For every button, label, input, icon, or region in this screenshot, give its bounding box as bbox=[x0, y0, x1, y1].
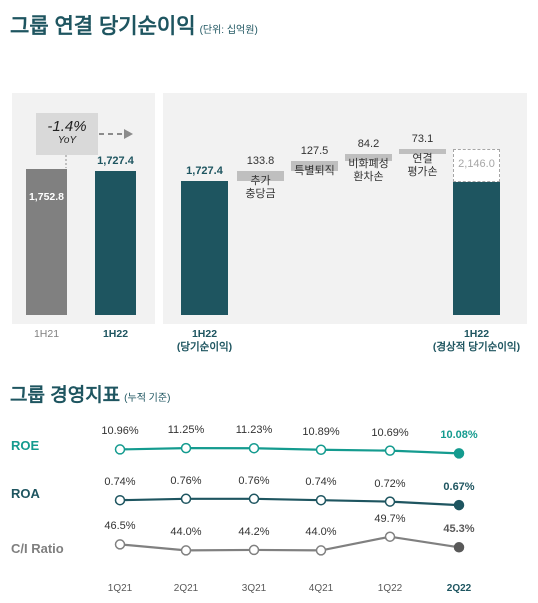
series-name-roa: ROA bbox=[11, 486, 40, 501]
step-5-bar bbox=[453, 181, 500, 315]
value-label-ciratio-1Q22: 49.7% bbox=[374, 512, 406, 525]
step-3-category-line-1: 환차손 bbox=[353, 171, 384, 184]
x-tick-4Q21: 4Q21 bbox=[308, 583, 334, 594]
point-roe-1Q22 bbox=[384, 445, 396, 456]
step-2-value: 127.5 bbox=[300, 144, 329, 157]
value-label-roe-1Q21: 10.96% bbox=[101, 425, 139, 438]
line-roe bbox=[119, 447, 460, 455]
x-tick-1Q22: 1Q22 bbox=[377, 583, 403, 594]
category-1H22: 1H22 bbox=[102, 328, 129, 340]
point-roe-2Q22 bbox=[453, 448, 465, 459]
bar-1H21 bbox=[26, 168, 67, 315]
series-name-roe: ROE bbox=[11, 438, 40, 453]
value-label-ciratio-2Q22: 45.3% bbox=[443, 523, 475, 536]
step-5-category: 1H22 (경상적 당기순이익) bbox=[413, 328, 538, 354]
step-4-category: 연결 평가손 bbox=[359, 153, 486, 179]
step-4-category-line-1: 평가손 bbox=[407, 165, 438, 178]
value-label-roe-1Q22: 10.69% bbox=[371, 426, 409, 439]
line-ciratio bbox=[119, 535, 460, 552]
step-3-bar bbox=[345, 154, 392, 161]
value-label-roe-2Q22: 10.08% bbox=[440, 429, 478, 442]
kpi-title: 그룹 경영지표 (누적 기준) bbox=[10, 380, 170, 407]
point-roe-3Q21 bbox=[248, 442, 260, 454]
point-ciratio-2Q21 bbox=[180, 545, 192, 556]
kpi-subtitle: (누적 기준) bbox=[124, 393, 171, 404]
step-4-category-line-0: 연결 bbox=[412, 152, 433, 165]
step-4-bar bbox=[399, 148, 446, 155]
step-0-category: 1H22 (당기순이익) bbox=[141, 328, 268, 354]
net-income-title-text: 그룹 연결 당기순이익 bbox=[10, 15, 196, 38]
category-1H21: 1H21 bbox=[33, 328, 60, 340]
value-label-ciratio-1Q21: 46.5% bbox=[104, 520, 136, 533]
value-label-roe-2Q21: 11.25% bbox=[167, 424, 205, 437]
step-1-category: 추가 충당금 bbox=[197, 175, 324, 201]
step-5-dashed-extension bbox=[453, 148, 500, 183]
value-label-roa-1Q22: 0.72% bbox=[374, 477, 406, 490]
x-tick-2Q21: 2Q21 bbox=[173, 583, 199, 594]
point-ciratio-1Q21 bbox=[114, 539, 126, 550]
value-label-roa-2Q21: 0.76% bbox=[170, 474, 202, 487]
step-1-category-line-0: 추가 bbox=[250, 174, 271, 187]
step-0-category-line-1: (당기순이익) bbox=[176, 341, 233, 353]
x-tick-2Q22: 2Q22 bbox=[446, 583, 472, 594]
value-label-roa-3Q21: 0.76% bbox=[238, 474, 270, 487]
step-0-category-line-0: 1H22 bbox=[191, 328, 218, 340]
point-ciratio-3Q21 bbox=[248, 544, 260, 556]
step-2-category-line-0: 특별퇴직 bbox=[294, 164, 335, 177]
value-label-roa-2Q22: 0.67% bbox=[443, 481, 475, 494]
bar-value-1H22: 1,727.4 bbox=[97, 155, 134, 168]
point-roa-1Q22 bbox=[384, 496, 396, 507]
point-roe-1Q21 bbox=[114, 444, 126, 455]
point-roa-4Q21 bbox=[315, 494, 327, 506]
x-tick-3Q21: 3Q21 bbox=[241, 583, 267, 594]
yoy-box: -1.4% YoY bbox=[36, 113, 98, 155]
point-roa-3Q21 bbox=[248, 493, 260, 505]
value-label-ciratio-3Q21: 44.2% bbox=[238, 525, 270, 538]
value-label-ciratio-4Q21: 44.0% bbox=[305, 526, 337, 539]
line-roa bbox=[119, 497, 460, 507]
step-5-category-line-0: 1H22 bbox=[463, 328, 490, 340]
point-roe-4Q21 bbox=[315, 444, 327, 455]
step-1-bar bbox=[237, 170, 284, 182]
step-1-value: 133.8 bbox=[246, 154, 275, 167]
point-roe-2Q21 bbox=[180, 442, 192, 454]
x-tick-1Q21: 1Q21 bbox=[107, 583, 133, 594]
kpi-title-text: 그룹 경영지표 bbox=[10, 385, 121, 406]
point-roa-2Q21 bbox=[180, 493, 192, 505]
step-3-category: 비화폐성 환차손 bbox=[305, 158, 432, 184]
step-0-value: 1,727.4 bbox=[186, 165, 223, 178]
step-3-value: 84.2 bbox=[357, 138, 380, 151]
value-label-roa-1Q21: 0.74% bbox=[104, 476, 136, 489]
net-income-title: 그룹 연결 당기순이익 (단위: 십억원) bbox=[10, 10, 258, 40]
yoy-label: YoY bbox=[57, 135, 77, 146]
value-label-ciratio-2Q21: 44.0% bbox=[170, 526, 202, 539]
series-name-ciratio: C/I Ratio bbox=[11, 541, 64, 556]
value-label-roe-4Q21: 10.89% bbox=[302, 425, 340, 438]
bar-value-1H21: 1,752.8 bbox=[28, 190, 65, 203]
yoy-value: -1.4% bbox=[47, 118, 87, 135]
net-income-unit: (단위: 십억원) bbox=[199, 25, 258, 36]
point-roa-2Q22 bbox=[453, 499, 465, 511]
step-5-value: 2,146.0 bbox=[458, 157, 495, 170]
step-3-category-line-0: 비화폐성 bbox=[348, 158, 389, 171]
value-label-roe-3Q21: 11.23% bbox=[235, 424, 273, 437]
point-roa-1Q21 bbox=[114, 494, 126, 506]
step-4-value: 73.1 bbox=[411, 132, 434, 145]
step-0-bar bbox=[181, 181, 228, 315]
value-label-roa-4Q21: 0.74% bbox=[305, 476, 337, 489]
step-2-bar bbox=[291, 160, 338, 171]
point-ciratio-1Q22 bbox=[384, 531, 396, 542]
bar-1H22 bbox=[95, 171, 136, 315]
point-ciratio-2Q22 bbox=[453, 542, 465, 553]
point-ciratio-4Q21 bbox=[315, 545, 327, 556]
step-5-category-line-1: (경상적 당기순이익) bbox=[432, 341, 521, 353]
step-1-category-line-1: 충당금 bbox=[245, 187, 276, 200]
step-2-category: 특별퇴직 bbox=[251, 165, 378, 178]
